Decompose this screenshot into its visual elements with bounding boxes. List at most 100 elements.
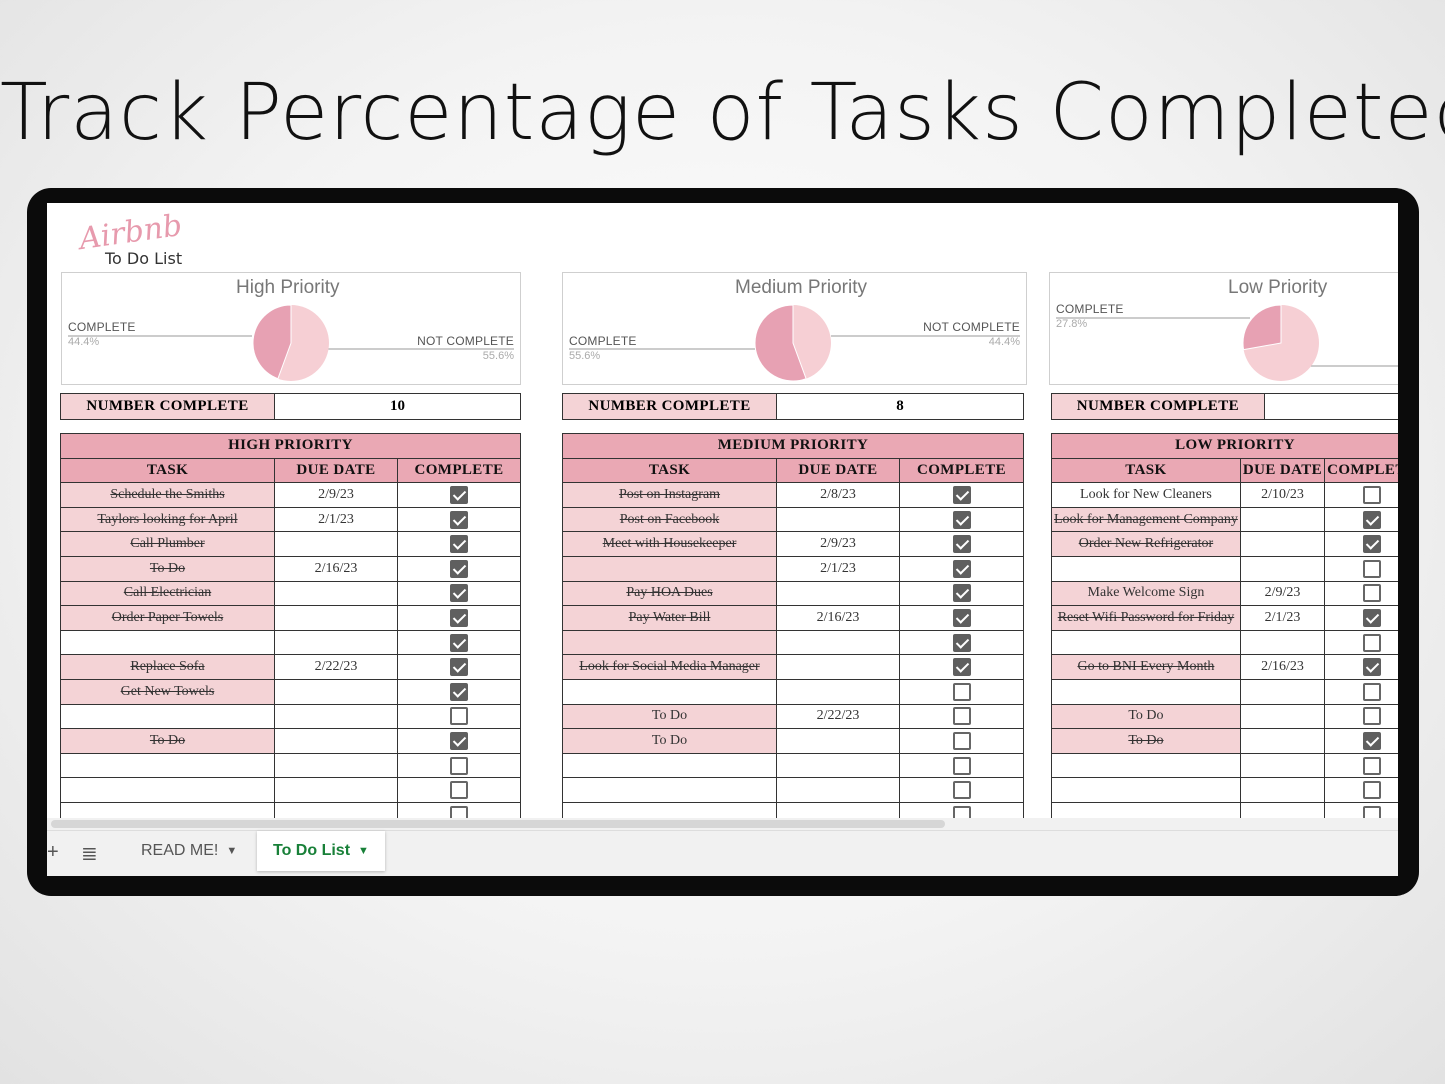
task-cell[interactable]: Call Plumber	[60, 531, 275, 557]
due-date-cell[interactable]	[274, 703, 398, 730]
task-cell[interactable]	[1051, 777, 1241, 803]
due-date-cell[interactable]	[1239, 678, 1326, 705]
unchecked-checkbox[interactable]	[952, 731, 971, 750]
task-cell[interactable]	[60, 703, 275, 730]
checked-checkbox[interactable]	[1362, 510, 1381, 529]
checked-checkbox[interactable]	[1362, 608, 1381, 627]
unchecked-checkbox[interactable]	[952, 756, 971, 775]
due-date-cell[interactable]	[1239, 531, 1326, 557]
task-cell[interactable]	[60, 752, 275, 779]
unchecked-checkbox[interactable]	[952, 781, 971, 800]
due-date-cell[interactable]	[1239, 752, 1326, 779]
unchecked-checkbox[interactable]	[952, 682, 971, 701]
task-cell[interactable]: Call Electrician	[60, 580, 275, 607]
checked-checkbox[interactable]	[952, 535, 971, 554]
unchecked-checkbox[interactable]	[1362, 559, 1381, 578]
task-cell[interactable]	[562, 555, 777, 582]
tab-to-do-list[interactable]: To Do List ▼	[257, 831, 385, 871]
due-date-cell[interactable]: 2/10/23	[1239, 482, 1326, 508]
unchecked-checkbox[interactable]	[1362, 756, 1381, 775]
horizontal-scrollbar[interactable]	[47, 818, 1398, 830]
due-date-cell[interactable]	[274, 580, 398, 607]
due-date-cell[interactable]	[1239, 777, 1326, 803]
checked-checkbox[interactable]	[450, 658, 468, 677]
task-cell[interactable]	[1051, 678, 1241, 705]
due-date-cell[interactable]: 2/8/23	[776, 482, 900, 508]
task-cell[interactable]	[1051, 555, 1241, 582]
checked-checkbox[interactable]	[1362, 535, 1381, 554]
task-cell[interactable]: Post on Instagram	[562, 482, 777, 508]
number-complete-value[interactable]: 5	[1264, 394, 1398, 419]
due-date-cell[interactable]: 2/16/23	[1239, 654, 1326, 680]
task-cell[interactable]: Look for New Cleaners	[1051, 482, 1241, 508]
task-cell[interactable]: To Do	[60, 728, 275, 754]
task-cell[interactable]: To Do	[562, 703, 777, 730]
due-date-cell[interactable]	[776, 629, 900, 656]
due-date-cell[interactable]	[1239, 728, 1326, 754]
checked-checkbox[interactable]	[450, 510, 468, 529]
number-complete-value[interactable]: 8	[777, 394, 1023, 419]
task-cell[interactable]: Reset Wifi Password for Friday	[1051, 605, 1241, 631]
task-cell[interactable]: Order Paper Towels	[60, 605, 275, 631]
due-date-cell[interactable]	[776, 752, 900, 779]
number-complete-value[interactable]: 10	[275, 394, 520, 419]
due-date-cell[interactable]: 2/16/23	[776, 605, 900, 631]
due-date-cell[interactable]	[1239, 555, 1326, 582]
checked-checkbox[interactable]	[450, 731, 468, 750]
due-date-cell[interactable]	[776, 678, 900, 705]
task-cell[interactable]	[60, 777, 275, 803]
task-cell[interactable]	[562, 777, 777, 803]
chart-high-priority[interactable]: High Priority COMPLETE 44.4% NOT COMPLET…	[61, 272, 521, 385]
task-cell[interactable]: Pay HOA Dues	[562, 580, 777, 607]
due-date-cell[interactable]	[274, 531, 398, 557]
task-cell[interactable]: Taylors looking for April	[60, 506, 275, 533]
checked-checkbox[interactable]	[450, 485, 468, 504]
task-cell[interactable]: Get New Towels	[60, 678, 275, 705]
checked-checkbox[interactable]	[450, 559, 468, 578]
due-date-cell[interactable]	[274, 678, 398, 705]
due-date-cell[interactable]	[274, 752, 398, 779]
checked-checkbox[interactable]	[450, 608, 468, 627]
checked-checkbox[interactable]	[952, 559, 971, 578]
task-cell[interactable]: Post on Facebook	[562, 506, 777, 533]
checked-checkbox[interactable]	[1362, 658, 1381, 677]
checked-checkbox[interactable]	[450, 682, 468, 701]
due-date-cell[interactable]	[274, 605, 398, 631]
task-cell[interactable]	[60, 629, 275, 656]
due-date-cell[interactable]: 2/9/23	[274, 482, 398, 508]
task-cell[interactable]: Schedule the Smiths	[60, 482, 275, 508]
unchecked-checkbox[interactable]	[1362, 682, 1381, 701]
unchecked-checkbox[interactable]	[1362, 781, 1381, 800]
scrollbar-thumb[interactable]	[51, 820, 945, 828]
due-date-cell[interactable]	[776, 506, 900, 533]
chart-low-priority[interactable]: Low Priority COMPLETE 27.8%	[1049, 272, 1398, 385]
due-date-cell[interactable]	[776, 728, 900, 754]
checked-checkbox[interactable]	[952, 584, 971, 603]
due-date-cell[interactable]: 2/9/23	[776, 531, 900, 557]
due-date-cell[interactable]: 2/1/23	[776, 555, 900, 582]
due-date-cell[interactable]	[1239, 703, 1326, 730]
task-cell[interactable]	[1051, 629, 1241, 656]
due-date-cell[interactable]: 2/16/23	[274, 555, 398, 582]
checked-checkbox[interactable]	[952, 510, 971, 529]
task-cell[interactable]: Make Welcome Sign	[1051, 580, 1241, 607]
due-date-cell[interactable]	[776, 777, 900, 803]
due-date-cell[interactable]: 2/9/23	[1239, 580, 1326, 607]
tab-read-me[interactable]: READ ME! ▼	[125, 831, 253, 871]
due-date-cell[interactable]	[1239, 629, 1326, 656]
due-date-cell[interactable]	[274, 728, 398, 754]
checked-checkbox[interactable]	[450, 584, 468, 603]
checked-checkbox[interactable]	[952, 608, 971, 627]
checked-checkbox[interactable]	[450, 633, 468, 652]
due-date-cell[interactable]	[776, 654, 900, 680]
task-cell[interactable]: Order New Refrigerator	[1051, 531, 1241, 557]
due-date-cell[interactable]: 2/22/23	[776, 703, 900, 730]
task-cell[interactable]: To Do	[1051, 728, 1241, 754]
unchecked-checkbox[interactable]	[1362, 485, 1381, 504]
unchecked-checkbox[interactable]	[1362, 584, 1381, 603]
task-cell[interactable]: Look for Management Company	[1051, 506, 1241, 533]
sheet-list-icon[interactable]: ≣	[81, 843, 98, 865]
task-cell[interactable]: Meet with Housekeeper	[562, 531, 777, 557]
unchecked-checkbox[interactable]	[450, 756, 468, 775]
due-date-cell[interactable]	[274, 777, 398, 803]
